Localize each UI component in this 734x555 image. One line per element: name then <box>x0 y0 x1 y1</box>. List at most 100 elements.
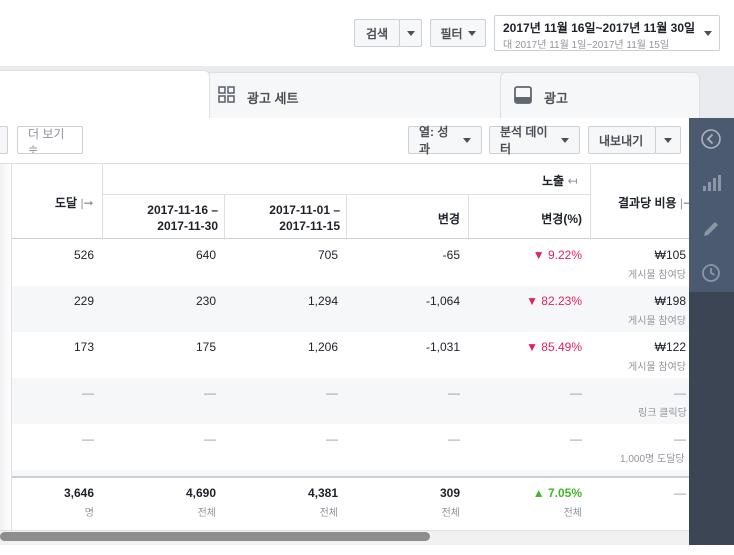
total-change: 309 <box>439 486 460 500</box>
cost-value: — <box>674 386 686 400</box>
total-change-pct-text: 7.05% <box>547 486 582 500</box>
change-pct-value: — <box>570 432 582 446</box>
tab-adsets[interactable] <box>200 72 510 124</box>
total-change-sub: 전체 <box>441 508 460 519</box>
period1-line2: 2017-11-30 <box>157 219 218 233</box>
change-pct-value: ▼ 85.49% <box>476 340 582 354</box>
chevron-down-icon <box>406 30 415 36</box>
reach-value: — <box>82 432 94 446</box>
column-header-reach[interactable]: 도달 |➞ <box>55 194 94 211</box>
columns-button[interactable]: 열: 성과 <box>408 125 482 156</box>
filter-button-label: 필터 <box>440 26 463 41</box>
up-arrow-icon: ▲ <box>532 486 545 500</box>
down-arrow-icon: ▼ <box>526 340 538 354</box>
column-resize-icon[interactable]: |➞ <box>679 196 690 210</box>
total-period1-sub: 전체 <box>197 508 216 519</box>
cost-subtext: 게시물 참여당 <box>628 270 686 281</box>
chevron-down-icon <box>467 30 476 36</box>
totals-divider <box>12 476 690 478</box>
ad-icon <box>514 86 532 104</box>
column-group-impressions-label: 노출 <box>542 174 565 188</box>
frozen-column-edge <box>0 164 12 530</box>
more-button[interactable]: 더 보기 ≑ <box>17 126 83 156</box>
total-period2-sub: 전체 <box>319 508 338 519</box>
cost-value: — <box>674 432 686 446</box>
period2-value: 1,294 <box>307 294 338 308</box>
export-button-label: 내보내기 <box>599 133 644 148</box>
period1-line1: 2017-11-16 – <box>147 203 218 217</box>
total-period1: 4,690 <box>185 486 216 500</box>
cost-value: ₩105 <box>654 248 686 262</box>
period2-value: — <box>326 386 338 400</box>
table-row-partial <box>12 470 690 478</box>
change-value: — <box>448 386 460 400</box>
change-value: -1,031 <box>425 340 460 354</box>
column-group-impressions[interactable]: 노출 ↤ <box>542 172 578 189</box>
column-header-reach-label: 도달 <box>55 196 78 210</box>
chevron-down-icon <box>561 137 569 143</box>
chevron-down-icon <box>463 137 471 143</box>
period1-value: 640 <box>195 248 216 262</box>
tab-ads-label: 광고 <box>544 91 568 106</box>
search-dropdown-button[interactable] <box>399 19 422 47</box>
export-dropdown-button[interactable] <box>655 126 681 154</box>
cost-subtext: 링크 클릭당 <box>638 408 687 419</box>
total-change-pct-sub: 전체 <box>563 508 582 519</box>
breakdown-button[interactable]: 분석 데이터 <box>489 125 580 156</box>
change-pct-text: 82.23% <box>541 294 582 308</box>
totals-row <box>12 478 690 530</box>
period1-value: — <box>204 386 216 400</box>
reach-value: 526 <box>73 248 94 262</box>
clock-icon[interactable] <box>700 262 722 284</box>
search-button[interactable]: 검색 <box>354 19 400 47</box>
date-range-picker[interactable]: 2017년 11월 16일~2017년 11월 30일 대 2017년 11월 … <box>494 15 720 51</box>
period2-line1: 2017-11-01 – <box>269 203 340 217</box>
export-button[interactable]: 내보내기 <box>588 126 656 154</box>
change-pct-value: — <box>570 386 582 400</box>
change-value: — <box>448 432 460 446</box>
period1-value: 175 <box>195 340 216 354</box>
change-value: -1,064 <box>425 294 460 308</box>
table-row[interactable] <box>12 378 690 424</box>
table-row[interactable] <box>12 424 690 470</box>
total-cost: — <box>674 486 686 500</box>
column-header-period2[interactable]: 2017-11-01 – 2017-11-15 <box>236 202 340 234</box>
search-button-label: 검색 <box>365 26 389 41</box>
chart-icon[interactable] <box>700 172 722 194</box>
column-header-change-pct[interactable]: 변경(%) <box>541 212 582 226</box>
reach-value: 229 <box>73 294 94 308</box>
column-header-cost[interactable]: 결과당 비용 |➞ <box>618 194 690 211</box>
tab-ads[interactable] <box>500 72 700 124</box>
column-resize-icon[interactable]: |➞ <box>80 196 94 210</box>
scrollbar-thumb[interactable] <box>0 532 430 541</box>
date-range-compare: 대 2017년 11월 1일~2017년 11월 15일 <box>503 40 670 51</box>
collapse-left-icon[interactable] <box>700 128 722 150</box>
change-pct-value: ▼ 9.22% <box>476 248 582 262</box>
filter-button[interactable]: 필터 <box>430 19 486 47</box>
partial-button[interactable] <box>0 126 8 154</box>
change-pct-value: ▼ 82.23% <box>476 294 582 308</box>
table-row[interactable] <box>12 240 690 286</box>
column-header-change[interactable]: 변경 <box>437 212 460 226</box>
total-reach: 3,646 <box>63 486 94 500</box>
column-header-period1[interactable]: 2017-11-16 – 2017-11-30 <box>114 202 218 234</box>
cost-value: ₩198 <box>654 294 686 308</box>
chevron-down-icon <box>664 137 672 143</box>
change-pct-text: 85.49% <box>541 340 582 354</box>
table-row[interactable] <box>12 286 690 332</box>
columns-button-label: 열: 성과 <box>419 125 449 156</box>
period2-line2: 2017-11-15 <box>279 219 340 233</box>
collapse-column-icon[interactable]: ↤ <box>567 174 578 188</box>
right-sidebar-lower <box>689 292 734 545</box>
grid-icon <box>218 86 235 103</box>
down-arrow-icon: ▼ <box>526 294 538 308</box>
reach-value: — <box>82 386 94 400</box>
total-period2: 4,381 <box>307 486 338 500</box>
period2-value: 1,206 <box>307 340 338 354</box>
table-row[interactable] <box>12 332 690 378</box>
more-button-label: 더 보기 ≑ <box>28 126 65 156</box>
header-divider <box>103 194 591 195</box>
tab-campaigns-active[interactable] <box>0 70 210 126</box>
edit-pencil-icon[interactable] <box>700 218 722 240</box>
down-arrow-icon: ▼ <box>532 248 545 262</box>
